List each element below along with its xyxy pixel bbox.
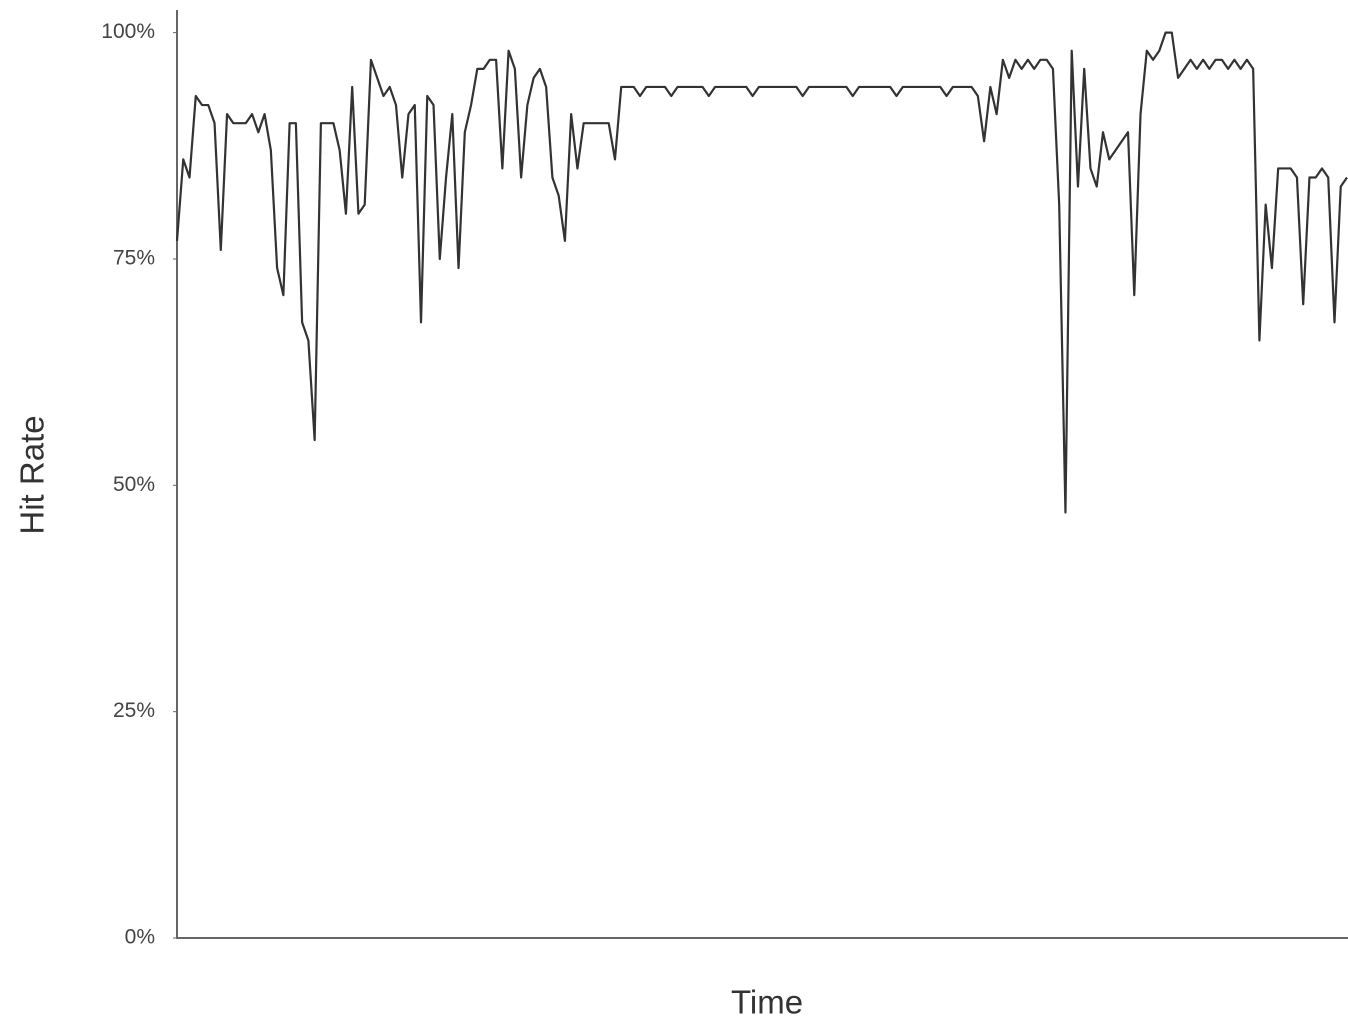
- y-tick-label: 50%: [113, 473, 155, 496]
- y-tick-label: 0%: [125, 926, 155, 949]
- y-axis-label: Hit Rate: [14, 415, 51, 534]
- y-tick-label: 100%: [101, 20, 155, 43]
- data-line: [175, 31, 1348, 514]
- x-axis-label: Time: [731, 984, 803, 1021]
- y-tick-label: 25%: [113, 699, 155, 722]
- y-tick-label: 75%: [113, 247, 155, 270]
